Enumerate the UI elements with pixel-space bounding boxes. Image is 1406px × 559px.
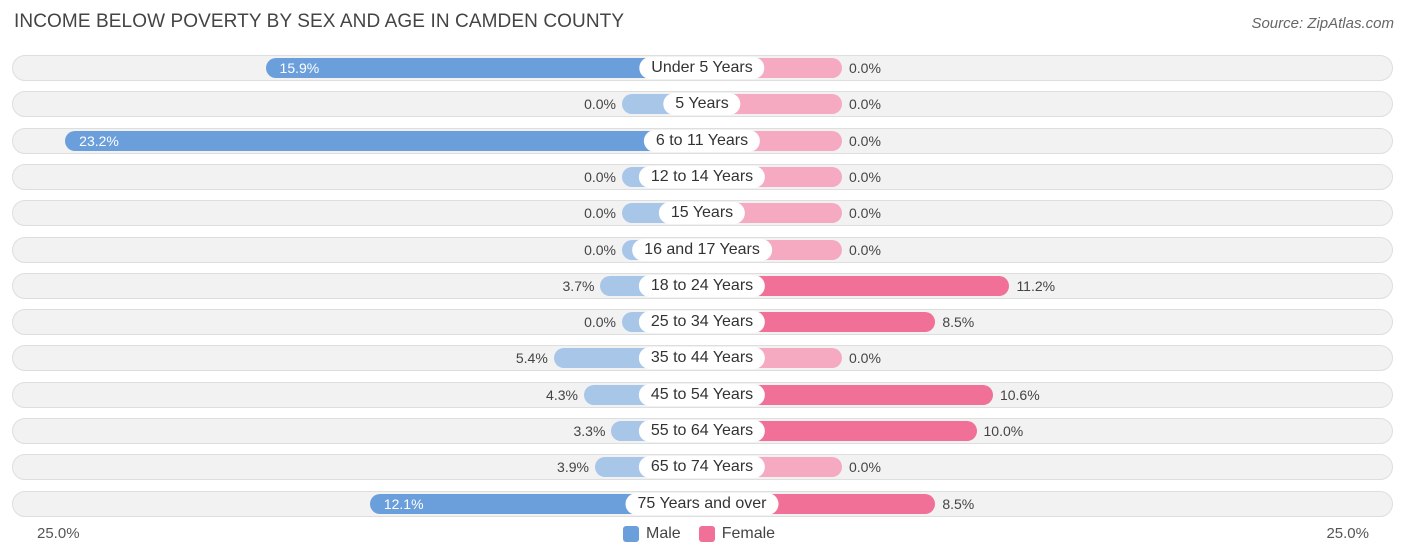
value-label-male: 0.0%: [584, 242, 616, 258]
category-label: 25 to 34 Years: [638, 311, 766, 333]
value-label-male: 0.0%: [584, 169, 616, 185]
value-label-male: 3.7%: [562, 278, 595, 294]
value-label-female: 0.0%: [849, 169, 881, 185]
value-label-male: 12.1%: [383, 496, 424, 512]
value-label-female: 8.5%: [942, 314, 975, 330]
category-label: 12 to 14 Years: [638, 166, 766, 188]
value-label-male: 0.0%: [584, 314, 616, 330]
value-label-female: 0.0%: [849, 96, 881, 112]
bar-female: [702, 385, 993, 405]
value-label-male: 3.3%: [573, 423, 606, 439]
value-label-female: 0.0%: [849, 459, 881, 475]
value-label-male: 0.0%: [584, 205, 616, 221]
legend: Male Female: [623, 524, 793, 544]
value-label-female: 8.5%: [942, 496, 975, 512]
category-label: 45 to 54 Years: [638, 384, 766, 406]
value-label-male: 0.0%: [584, 96, 616, 112]
legend-item-female: Female: [698, 525, 776, 543]
value-label-male: 5.4%: [515, 350, 548, 366]
value-label-female: 10.6%: [999, 387, 1040, 403]
category-label: 6 to 11 Years: [643, 130, 761, 152]
bar-female: [702, 276, 1010, 296]
axis-min-label: 25.0%: [37, 525, 80, 542]
category-label: Under 5 Years: [639, 57, 765, 79]
legend-label-male: Male: [646, 525, 681, 542]
legend-label-female: Female: [721, 525, 776, 542]
value-label-male: 4.3%: [546, 387, 578, 403]
bar-male: [265, 58, 702, 78]
category-label: 35 to 44 Years: [638, 347, 766, 369]
legend-swatch-female: [698, 526, 715, 542]
value-label-female: 0.0%: [849, 205, 881, 221]
value-label-female: 11.2%: [1016, 278, 1056, 294]
bar-female: [702, 421, 977, 441]
legend-item-male: Male: [623, 525, 681, 543]
value-label-female: 0.0%: [849, 60, 881, 76]
value-label-male: 3.9%: [557, 459, 589, 475]
chart-title: INCOME BELOW POVERTY BY SEX AND AGE IN C…: [14, 11, 625, 32]
chart-source: Source: ZipAtlas.com: [1251, 15, 1394, 32]
category-label: 15 Years: [658, 202, 746, 224]
bar-male: [65, 131, 702, 151]
category-label: 5 Years: [663, 93, 741, 115]
value-label-female: 0.0%: [849, 133, 881, 149]
category-label: 16 and 17 Years: [632, 239, 772, 261]
value-label-female: 0.0%: [849, 350, 881, 366]
category-label: 18 to 24 Years: [638, 275, 766, 297]
value-label-female: 10.0%: [983, 423, 1024, 439]
value-label-male: 23.2%: [79, 133, 119, 149]
bar-male: [369, 494, 702, 514]
category-label: 75 Years and over: [625, 493, 779, 515]
value-label-male: 15.9%: [279, 60, 320, 76]
axis-max-label: 25.0%: [1326, 525, 1369, 542]
legend-swatch-male: [623, 526, 639, 542]
value-label-female: 0.0%: [849, 242, 881, 258]
category-label: 65 to 74 Years: [638, 456, 766, 478]
category-label: 55 to 64 Years: [638, 420, 766, 442]
